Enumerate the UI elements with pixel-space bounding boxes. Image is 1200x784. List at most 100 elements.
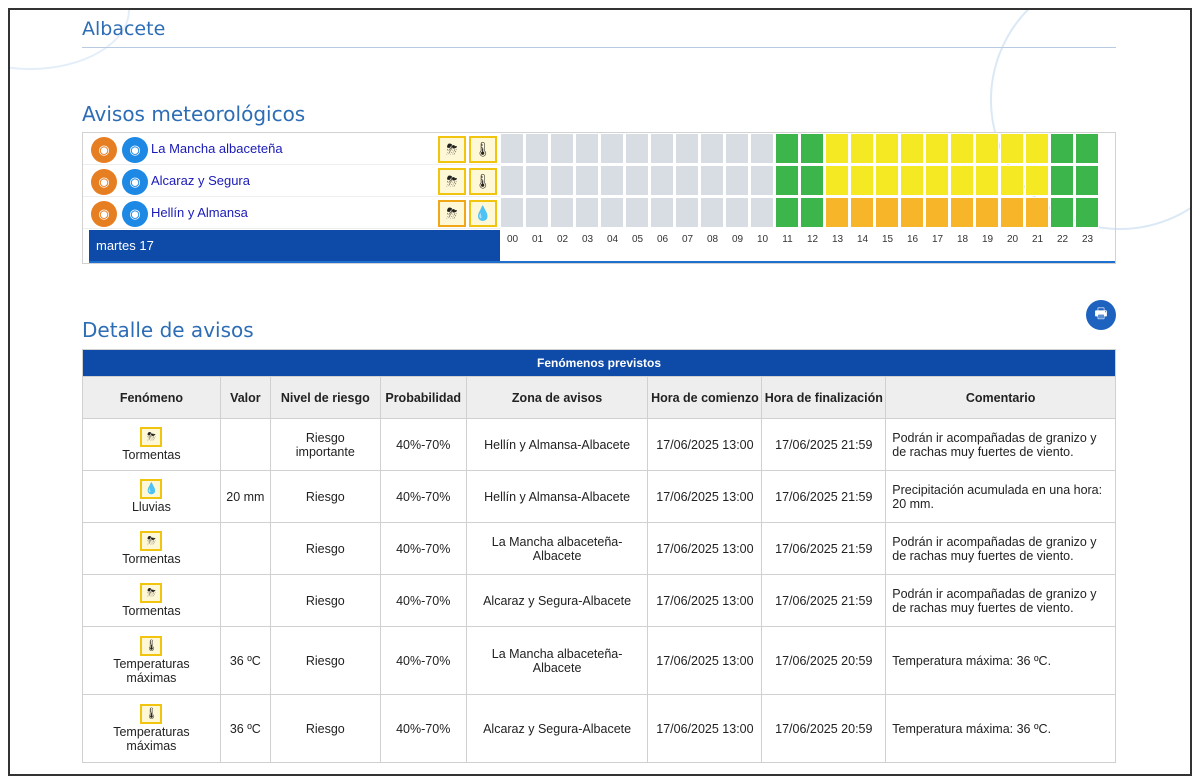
end-time-cell: 17/06/2025 20:59 [761,694,887,763]
hour-cell [650,165,674,196]
rss-feed-icon[interactable]: ◉ [122,169,148,195]
value-cell [219,522,271,575]
hour-cell [750,165,774,196]
hour-label: 19 [981,234,994,245]
print-button[interactable]: 🖶 [1086,300,1116,330]
hour-cell [1050,165,1074,196]
value-cell: 20 mm [219,470,271,523]
comment-cell: Podrán ir acompañadas de granizo y de ra… [885,522,1116,575]
hour-cell [900,197,924,228]
column-header: Hora de comienzo [647,376,763,419]
thermometer-icon[interactable]: 🌡 [469,136,497,163]
hour-cell [675,165,699,196]
hour-cell [925,197,949,228]
hour-cell [550,197,574,228]
warnings-table: Fenómenos previstos Fenómeno Valor Nivel d… [82,349,1116,763]
hour-cell [725,133,749,164]
page-frame: Albacete Avisos meteorológicos martes 17… [8,8,1192,776]
title-divider [82,47,1116,48]
start-time-cell: 17/06/2025 13:00 [647,470,763,523]
zone-cell: Alcaraz y Segura-Albacete [465,694,649,763]
phenomenon-cell: ⛈ Tormentas [82,522,221,575]
hour-label: 09 [731,234,744,245]
zone-link[interactable]: Hellín y Almansa [151,205,248,220]
risk-level-cell: Riesgo [269,574,381,627]
rain-icon[interactable]: 💧 [469,200,497,227]
hour-cell [975,197,999,228]
hour-cell [500,133,524,164]
zone-link[interactable]: Alcaraz y Segura [151,173,250,188]
hour-cell [900,165,924,196]
phenomenon-cell: ⛈ Tormentas [82,574,221,627]
hour-label: 10 [756,234,769,245]
hour-cell [1025,133,1049,164]
detail-title: Detalle de avisos [82,318,254,342]
hour-cell [850,133,874,164]
hour-cell [950,165,974,196]
hour-cell [650,197,674,228]
hour-cell [825,197,849,228]
end-time-cell: 17/06/2025 21:59 [761,470,887,523]
hour-cell [850,165,874,196]
hour-cell [975,133,999,164]
hour-cell [700,165,724,196]
hour-cell [550,133,574,164]
rss-feed-icon[interactable]: ◉ [122,201,148,227]
hour-cells-row [500,197,1100,229]
rss-feed-icon[interactable]: ◉ [91,137,117,163]
hour-label: 00 [506,234,519,245]
hour-cell [575,133,599,164]
value-cell: 36 ºC [219,694,271,763]
thermometer-icon[interactable]: 🌡 [469,168,497,195]
hour-cell [700,133,724,164]
table-row: ⛈ Tormentas Riesgo 40%-70% Alcaraz y Segura-… [82,574,1116,627]
phenomenon-name: Temperaturas máximas [113,725,190,753]
hour-cell [600,133,624,164]
hour-label: 06 [656,234,669,245]
hour-label: 17 [931,234,944,245]
hour-label: 18 [956,234,969,245]
value-cell [219,574,271,627]
hour-label: 07 [681,234,694,245]
comment-cell: Podrán ir acompañadas de granizo y de ra… [885,574,1116,627]
column-header: Valor [219,376,271,419]
hour-cell [575,165,599,196]
start-time-cell: 17/06/2025 13:00 [647,694,763,763]
rss-feed-icon[interactable]: ◉ [91,169,117,195]
rss-feed-icon[interactable]: ◉ [122,137,148,163]
table-row: 💧 Lluvias 20 mm Riesgo 40%-70% Hellín y Alman… [82,470,1116,523]
hour-cell [750,197,774,228]
phenomenon-name: Tormentas [122,448,181,462]
probability-cell: 40%-70% [379,626,467,695]
storm-icon[interactable]: ⛈ [438,168,466,195]
hour-cell [675,197,699,228]
zone-link[interactable]: La Mancha albaceteña [151,141,283,156]
hour-cell [875,133,899,164]
table-caption: Fenómenos previstos [82,349,1116,377]
hour-label: 01 [531,234,544,245]
hour-cell [1000,197,1024,228]
hour-cell [525,133,549,164]
comment-cell: Podrán ir acompañadas de granizo y de ra… [885,418,1116,471]
hour-label: 21 [1031,234,1044,245]
end-time-cell: 17/06/2025 21:59 [761,574,887,627]
column-header: Fenómeno [82,376,221,419]
hour-cell [800,197,824,228]
hour-cell [600,165,624,196]
hour-cell [625,133,649,164]
comment-cell: Temperatura máxima: 36 ºC. [885,626,1116,695]
phenomenon-cell: 🌡 Temperaturas máximas [82,626,221,695]
hour-cell [625,165,649,196]
warning-zone-row: ◉ ◉ Hellín y Almansa ⛈ 💧 [83,197,500,229]
storm-icon[interactable]: ⛈ [438,200,466,227]
rss-feed-icon[interactable]: ◉ [91,201,117,227]
hour-cell [650,133,674,164]
hour-cell [500,197,524,228]
hour-label: 16 [906,234,919,245]
hour-label: 11 [782,234,793,245]
storm-icon: ⛈ [140,427,163,447]
storm-icon[interactable]: ⛈ [438,136,466,163]
hour-label: 13 [831,234,844,245]
hour-cell [575,197,599,228]
hour-cell [675,133,699,164]
